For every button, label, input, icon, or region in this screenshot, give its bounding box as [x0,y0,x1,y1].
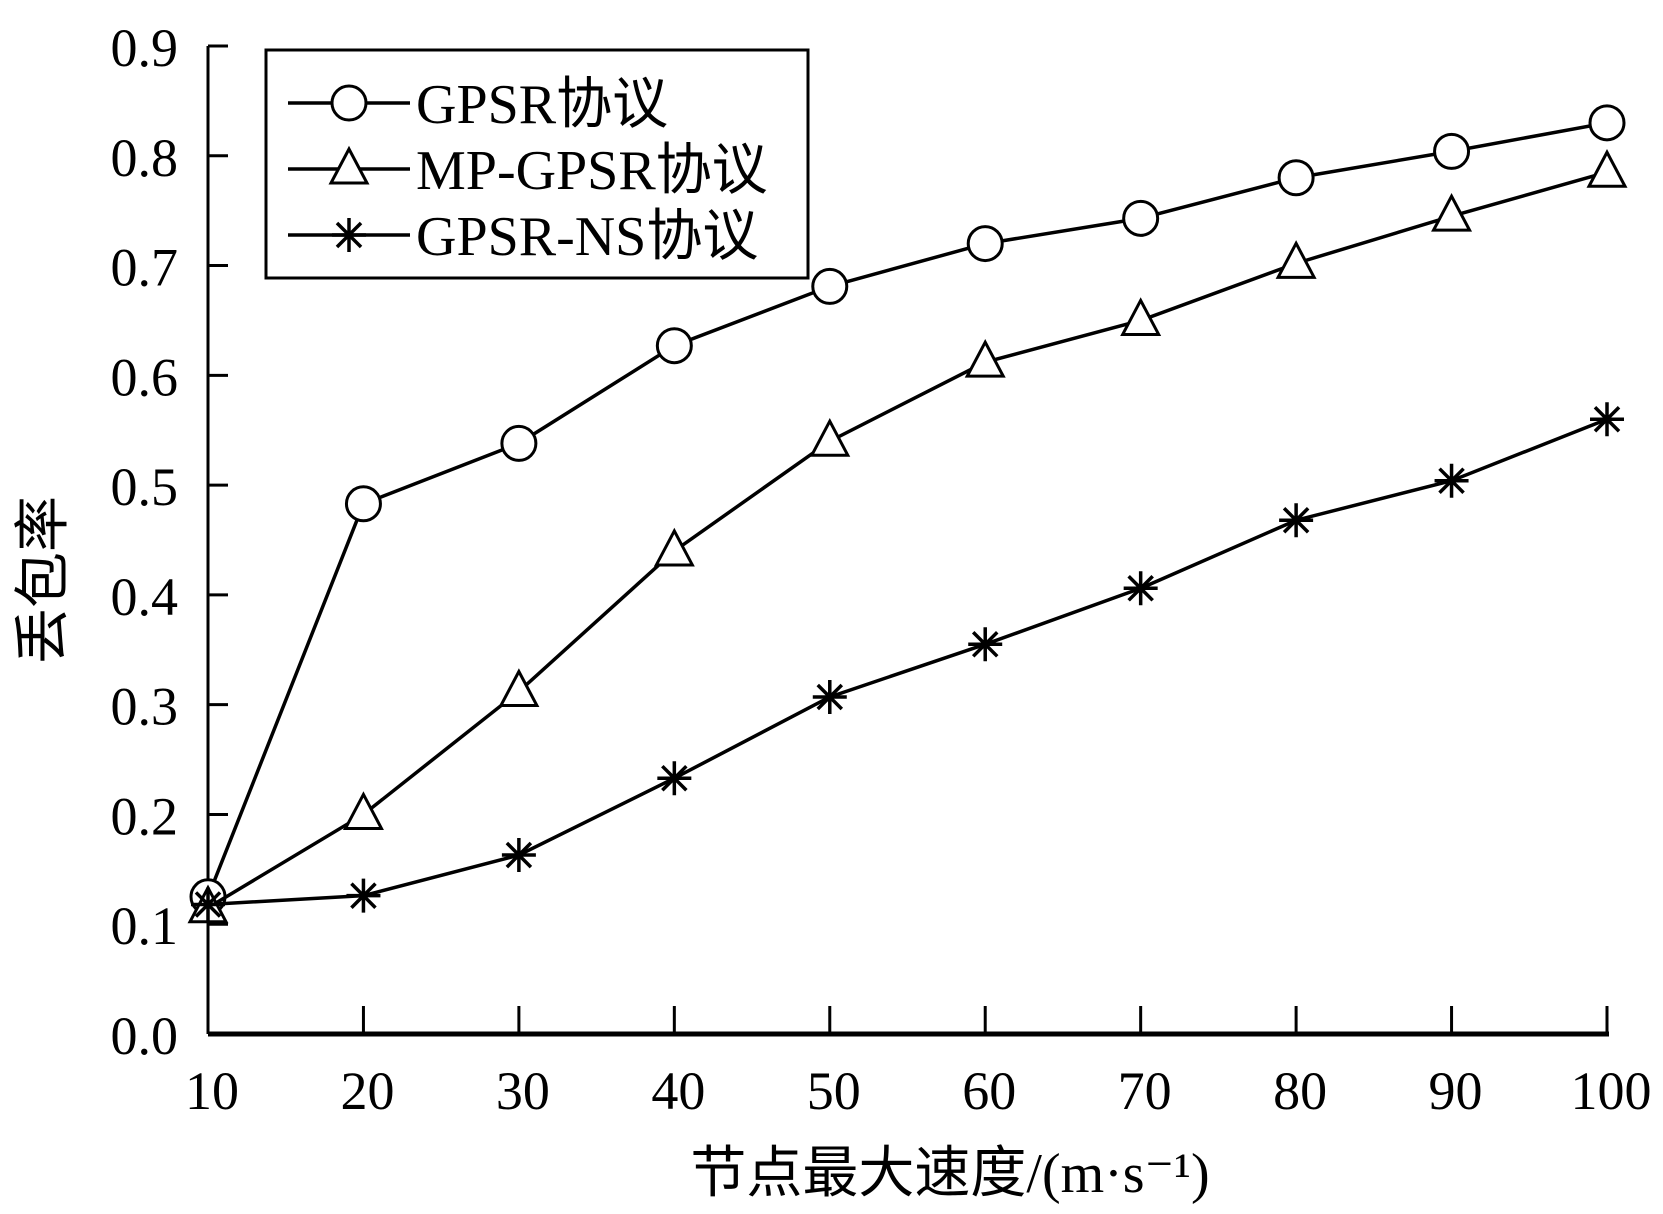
triangle-marker [964,338,1006,378]
triangle-marker [1275,240,1317,279]
circle-marker [344,485,382,523]
legend-item: MP-GPSR协议 [288,140,768,202]
series-group [187,104,1628,924]
y-tick-label: 0.3 [111,677,179,737]
x-tick-label: 30 [496,1061,550,1121]
asterisk-marker [332,218,366,252]
circle-marker [811,267,849,305]
legend-item: GPSR-NS协议 [288,206,758,268]
triangle-marker [1120,297,1162,336]
circle-marker [1277,159,1315,197]
asterisk-marker [346,878,381,913]
series-line [207,170,1608,910]
x-tick-label: 70 [1118,1061,1172,1121]
legend-item: GPSR协议 [288,74,668,136]
asterisk-marker [812,679,847,714]
y-tick-label: 0.6 [111,347,179,407]
legend-label: GPSR-NS协议 [416,206,758,268]
triangle-marker [342,791,384,830]
triangle-marker [1431,192,1473,232]
asterisk-marker [1434,463,1469,498]
series-3 [191,402,1624,922]
y-axis-label: 丢包率 [13,496,75,664]
y-tick-label: 0.0 [111,1006,179,1066]
circle-marker [966,225,1004,263]
y-tick-label: 0.5 [111,457,179,517]
series-line [207,417,1608,907]
circle-marker [655,327,693,365]
circle-marker [330,84,368,122]
y-tick-label: 0.2 [111,786,179,846]
triangle-marker [328,145,370,185]
asterisk-marker [191,887,225,922]
circle-marker [500,424,538,462]
asterisk-marker [501,838,536,873]
x-tick-label: 90 [1429,1061,1483,1121]
x-tick-label: 40 [651,1061,705,1121]
series-2 [187,149,1628,924]
triangle-marker [1586,149,1628,188]
triangle-marker [498,668,540,707]
series-line [206,121,1608,898]
asterisk-marker [1590,402,1624,437]
x-axis-label: 节点最大速度/(m·s⁻¹) [690,1143,1209,1205]
x-tick-label: 100 [1571,1061,1652,1121]
circle-marker [1122,199,1160,237]
circle-marker [1433,132,1471,170]
x-tick-label: 60 [962,1061,1016,1121]
asterisk-marker [1123,571,1158,606]
x-tick-label: 10 [185,1061,239,1121]
circle-marker [1588,104,1626,142]
triangle-marker [809,417,851,457]
asterisk-marker [657,761,692,796]
x-tick-label: 50 [807,1061,861,1121]
axes: 0.0 0.1 0.2 0.3 0.4 0.5 0.6 0.7 0.8 0.9 10 20 30 40 50… [111,18,1652,1121]
x-tick-label: 20 [340,1061,394,1121]
y-tick-label: 0.4 [111,567,179,627]
asterisk-marker [1279,503,1314,538]
y-tick-label: 0.1 [111,896,179,956]
legend-label: MP-GPSR协议 [416,140,768,202]
y-tick-label: 0.8 [111,128,179,188]
legend-label: GPSR协议 [416,74,668,136]
x-tick-label: 80 [1273,1061,1327,1121]
y-tick-label: 0.9 [111,18,179,78]
y-tick-label: 0.7 [111,238,179,298]
asterisk-marker [968,627,1003,662]
triangle-marker [653,527,695,567]
